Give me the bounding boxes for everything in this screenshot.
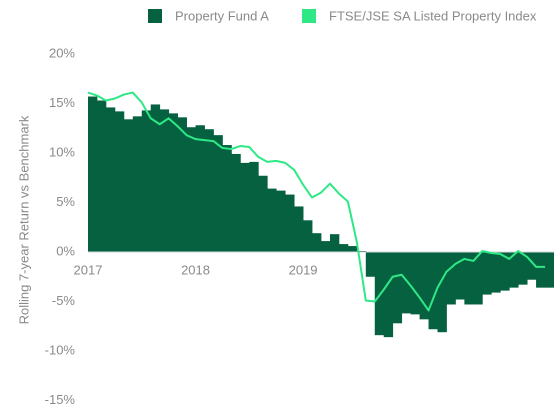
legend-swatch (302, 9, 316, 23)
bar (527, 251, 537, 280)
bar (329, 234, 340, 252)
bar (222, 145, 232, 252)
bar (150, 104, 161, 252)
bar (338, 244, 349, 252)
bar (321, 241, 331, 252)
bar (347, 246, 358, 252)
bar (491, 251, 501, 293)
bar (294, 206, 304, 252)
bar (249, 161, 259, 252)
bar (276, 190, 286, 252)
line (87, 91, 546, 312)
bar (303, 220, 313, 252)
bar (267, 188, 277, 252)
bar (123, 119, 134, 252)
bar (204, 129, 214, 252)
bar (114, 111, 125, 252)
x-tick-label: 2019 (289, 262, 318, 277)
bar (240, 162, 250, 252)
y-tick-label: 10% (49, 144, 75, 159)
bar (455, 251, 465, 300)
bar (374, 251, 385, 336)
bar (536, 251, 546, 288)
bar (509, 251, 519, 288)
bar (132, 116, 143, 252)
legend-label: FTSE/JSE SA Listed Property Index (329, 8, 537, 23)
x-tick-label: 2018 (181, 262, 210, 277)
bar (410, 251, 420, 315)
y-tick-label: -5% (52, 293, 76, 308)
bar (545, 251, 554, 288)
y-axis-title: Rolling 7-year Return vs Benchmark (16, 115, 31, 324)
bar (437, 251, 447, 333)
legend-swatch (148, 9, 162, 23)
bar (464, 251, 474, 305)
bar (231, 153, 241, 252)
bar (141, 110, 152, 252)
bar (500, 251, 510, 291)
x-tick-label: 2017 (74, 262, 103, 277)
bar (258, 175, 268, 252)
bar (312, 233, 322, 252)
bar (482, 251, 492, 295)
bar (446, 251, 456, 305)
bar (105, 107, 116, 252)
bar (96, 100, 107, 252)
y-tick-label: 20% (49, 45, 75, 60)
y-tick-label: 0% (56, 243, 75, 258)
y-tick-label: 15% (49, 95, 75, 110)
bar (473, 251, 483, 305)
bar (168, 113, 179, 252)
bar (195, 125, 205, 252)
bar (518, 251, 528, 285)
bar (419, 251, 429, 320)
bar (392, 251, 403, 324)
bar (177, 117, 187, 252)
bar (186, 127, 196, 252)
bar (428, 251, 438, 330)
y-tick-label: -15% (45, 392, 76, 405)
bar (285, 194, 295, 252)
bar (383, 251, 394, 338)
bar (88, 96, 98, 252)
bar (401, 251, 412, 314)
bar (159, 109, 170, 252)
legend-label: Property Fund A (175, 8, 269, 23)
bar (365, 251, 376, 277)
y-tick-label: 5% (56, 194, 75, 209)
y-tick-label: -10% (45, 342, 76, 357)
bar (213, 135, 223, 252)
